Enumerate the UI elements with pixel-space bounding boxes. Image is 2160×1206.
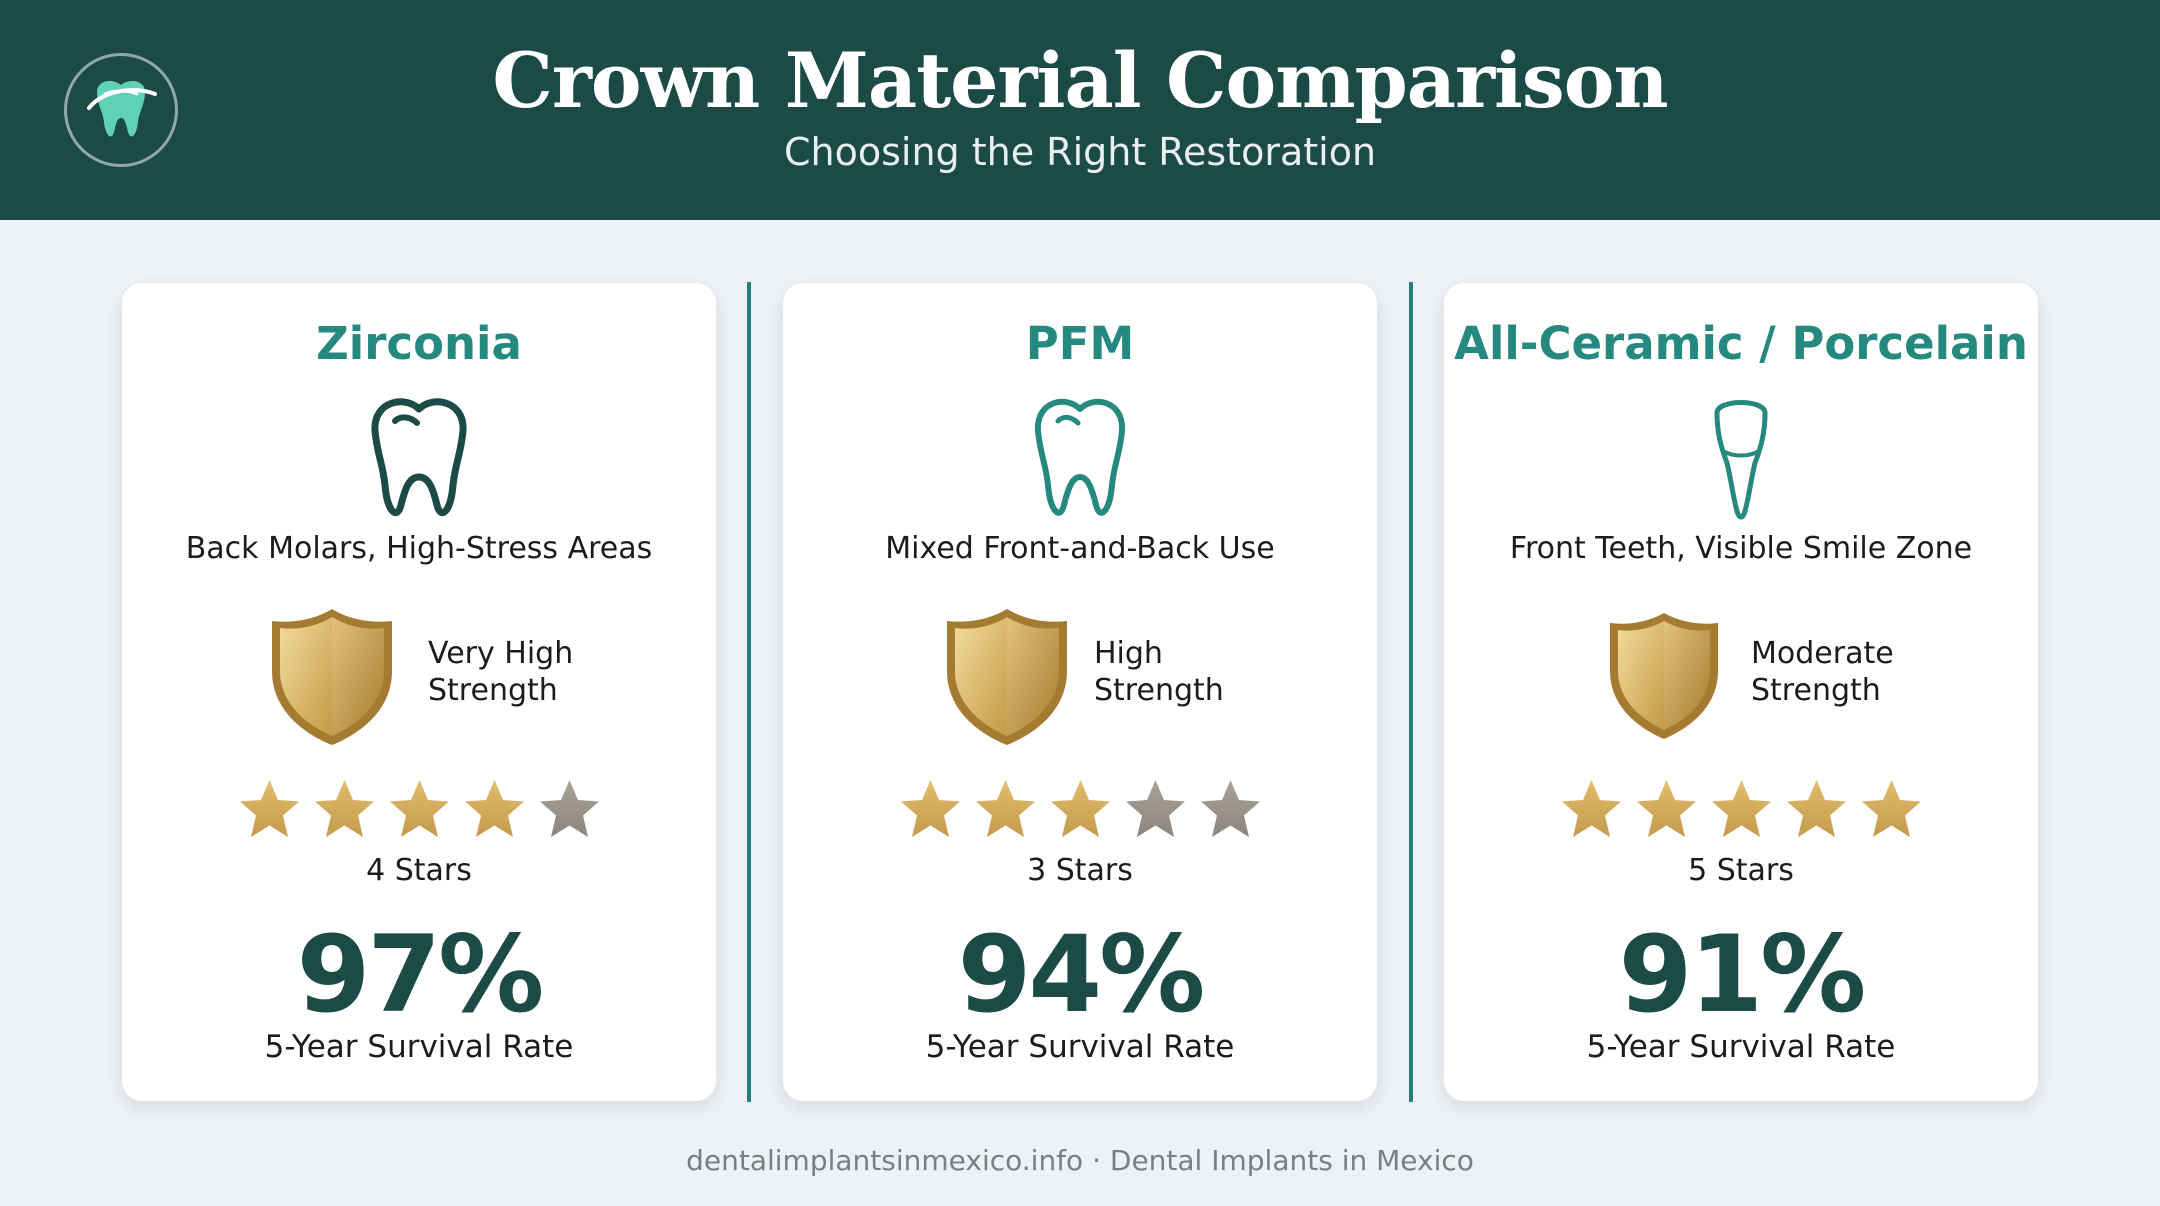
star-rating (1444, 777, 2038, 842)
star-filled-icon (314, 780, 374, 837)
survival-rate-label: 5-Year Survival Rate (1586, 1029, 1896, 1065)
molar-tooth-icon (359, 393, 479, 523)
star-filled-icon (1861, 780, 1921, 837)
usage-text: Back Molars, High-Stress Areas (185, 531, 653, 566)
strength-word: Strength (1751, 673, 1881, 708)
strength-level: Moderate (1751, 636, 1894, 671)
page-subtitle: Choosing the Right Restoration (783, 130, 1377, 174)
survival-rate-value: 94% (957, 913, 1206, 1036)
survival-rate-value: 91% (1618, 913, 1867, 1036)
usage-text: Front Teeth, Visible Smile Zone (1509, 531, 1973, 566)
strength-word: Strength (428, 673, 558, 708)
shield-icon (937, 601, 1077, 751)
strength-word: Strength (1094, 673, 1224, 708)
card-title: All-Ceramic / Porcelain (1454, 317, 2028, 370)
column-divider (1409, 282, 1413, 1102)
footer-credit: dentalimplantsinmexico.info · Dental Imp… (686, 1144, 1474, 1177)
star-filled-icon (900, 780, 960, 837)
header-banner: Crown Material Comparison Choosing the R… (0, 0, 2160, 220)
survival-rate-value: 97% (296, 913, 545, 1036)
card-title: Zirconia (316, 317, 522, 370)
strength-label: Moderate Strength (1751, 635, 1894, 709)
strength-label: Very High Strength (428, 635, 573, 709)
survival-rate-label: 5-Year Survival Rate (925, 1029, 1235, 1065)
card-zirconia: Zirconia Back Molars, High-Stress Areas … (122, 283, 716, 1101)
shield-icon (1594, 601, 1734, 751)
column-divider (747, 282, 751, 1102)
star-filled-icon (239, 780, 299, 837)
strength-level: Very High (428, 636, 574, 671)
star-filled-icon (1636, 780, 1696, 837)
tooth-logo-icon (64, 53, 178, 167)
star-filled-icon (1561, 780, 1621, 837)
star-empty-icon (539, 780, 599, 837)
star-filled-icon (975, 780, 1035, 837)
usage-text: Mixed Front-and-Back Use (885, 531, 1275, 566)
incisor-tooth-icon (1681, 393, 1801, 523)
survival-rate-label: 5-Year Survival Rate (264, 1029, 574, 1065)
star-filled-icon (1786, 780, 1846, 837)
page-title: Crown Material Comparison (492, 36, 1668, 125)
rating-label: 3 Stars (1027, 853, 1133, 888)
star-filled-icon (389, 780, 449, 837)
star-empty-icon (1125, 780, 1185, 837)
star-filled-icon (1711, 780, 1771, 837)
star-filled-icon (1050, 780, 1110, 837)
card-all-ceramic: All-Ceramic / Porcelain Front Teeth, Vis… (1444, 283, 2038, 1101)
strength-label: High Strength (1094, 635, 1224, 709)
star-filled-icon (464, 780, 524, 837)
shield-icon (262, 601, 402, 751)
strength-level: High (1094, 636, 1163, 671)
molar-tooth-icon (1020, 393, 1140, 523)
star-rating (783, 777, 1377, 842)
star-empty-icon (1200, 780, 1260, 837)
rating-label: 4 Stars (366, 853, 472, 888)
star-rating (122, 777, 716, 842)
card-title: PFM (1025, 317, 1135, 370)
rating-label: 5 Stars (1688, 853, 1794, 888)
card-pfm: PFM Mixed Front-and-Back Use High Streng… (783, 283, 1377, 1101)
